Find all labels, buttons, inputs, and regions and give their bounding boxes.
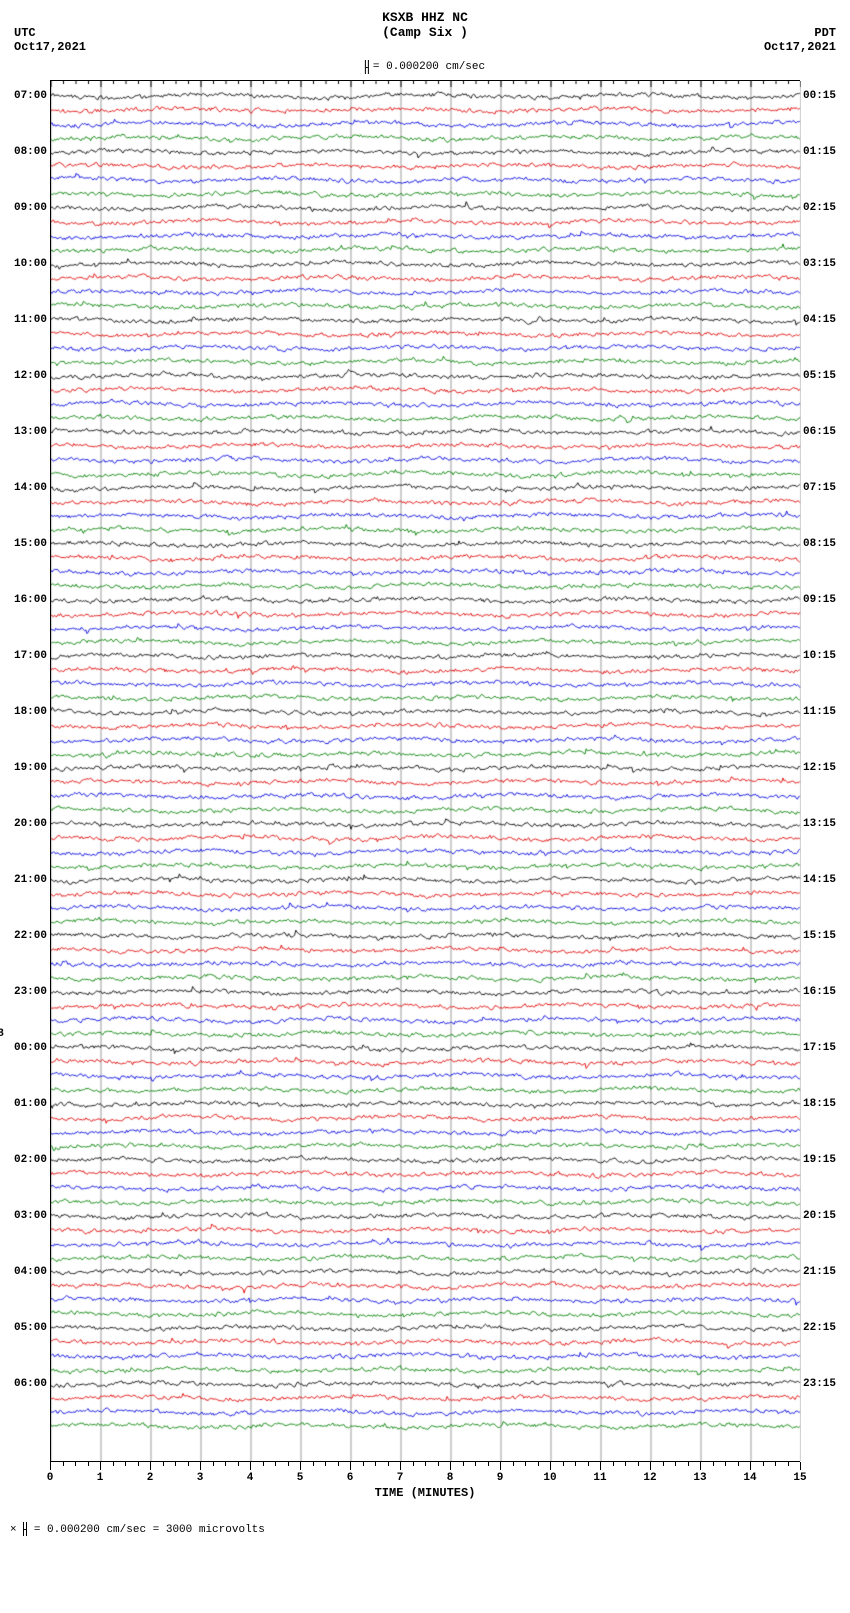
utc-hour-label: 12:00 [11,370,47,382]
pdt-hour-label: 17:15 [803,1042,839,1054]
pdt-hour-label: 08:15 [803,538,839,550]
x-axis-title: TIME (MINUTES) [375,1486,476,1500]
pdt-hour-label: 12:15 [803,762,839,774]
utc-hour-label: 18:00 [11,706,47,718]
utc-hour-label: 21:00 [11,874,47,886]
right-date: Oct17,2021 [764,40,836,54]
x-tick-label: 5 [297,1472,304,1484]
utc-hour-label: 08:00 [11,146,47,158]
pdt-hour-label: 16:15 [803,986,839,998]
utc-hour-label: 20:00 [11,818,47,830]
utc-hour-label: 14:00 [11,482,47,494]
x-tick-label: 1 [97,1472,104,1484]
footer-prefix: × [10,1524,17,1536]
pdt-hour-label: 10:15 [803,650,839,662]
scale-bar: = 0.000200 cm/sec [365,60,485,74]
x-tick-label: 6 [347,1472,354,1484]
utc-hour-label: 22:00 [11,930,47,942]
location-title: (Camp Six ) [382,25,468,40]
pdt-hour-label: 04:15 [803,314,839,326]
right-tz: PDT [764,26,836,40]
pdt-hour-label: 21:15 [803,1266,839,1278]
x-tick-label: 11 [593,1472,606,1484]
utc-hour-label: 02:00 [11,1154,47,1166]
x-tick-label: 14 [743,1472,756,1484]
pdt-hour-label: 18:15 [803,1098,839,1110]
pdt-hour-label: 19:15 [803,1154,839,1166]
x-tick-label: 7 [397,1472,404,1484]
scale-text: = 0.000200 cm/sec [373,61,485,73]
pdt-hour-label: 13:15 [803,818,839,830]
x-tick-label: 8 [447,1472,454,1484]
station-title: KSXB HHZ NC [382,10,468,25]
utc-hour-label: 09:00 [11,202,47,214]
pdt-hour-label: 20:15 [803,1210,839,1222]
pdt-hour-label: 02:15 [803,202,839,214]
x-tick-label: 3 [197,1472,204,1484]
utc-hour-label: 11:00 [11,314,47,326]
left-tz: UTC [14,26,86,40]
pdt-hour-label: 06:15 [803,426,839,438]
utc-hour-label: 00:00 [11,1042,47,1054]
pdt-hour-label: 07:15 [803,482,839,494]
utc-date-change: Oct18 [0,1028,21,1040]
pdt-hour-label: 22:15 [803,1322,839,1334]
pdt-hour-label: 11:15 [803,706,839,718]
utc-hour-label: 04:00 [11,1266,47,1278]
utc-hour-label: 03:00 [11,1210,47,1222]
x-tick-label: 13 [693,1472,706,1484]
x-tick-label: 15 [793,1472,806,1484]
utc-hour-label: 23:00 [11,986,47,998]
x-tick-label: 10 [543,1472,556,1484]
x-axis: 0123456789101112131415 TIME (MINUTES) [50,1462,800,1502]
pdt-hour-label: 03:15 [803,258,839,270]
left-date: Oct17,2021 [14,40,86,54]
pdt-hour-label: 05:15 [803,370,839,382]
x-tick-label: 4 [247,1472,254,1484]
pdt-hour-label: 00:15 [803,90,839,102]
pdt-hour-label: 09:15 [803,594,839,606]
pdt-hour-label: 01:15 [803,146,839,158]
utc-hour-label: 10:00 [11,258,47,270]
utc-hour-label: 05:00 [11,1322,47,1334]
utc-hour-label: 13:00 [11,426,47,438]
pdt-hour-label: 15:15 [803,930,839,942]
utc-hour-label: 07:00 [11,90,47,102]
x-tick-label: 9 [497,1472,504,1484]
x-tick-label: 12 [643,1472,656,1484]
utc-hour-label: 15:00 [11,538,47,550]
x-tick-label: 0 [47,1472,54,1484]
pdt-hour-label: 23:15 [803,1378,839,1390]
footer-text: = 0.000200 cm/sec = 3000 microvolts [34,1524,265,1536]
pdt-hour-label: 14:15 [803,874,839,886]
helicorder-plot: 07:0008:0009:0010:0011:0012:0013:0014:00… [50,80,800,1462]
waveform-canvas [51,81,801,1461]
utc-hour-label: 01:00 [11,1098,47,1110]
utc-hour-label: 16:00 [11,594,47,606]
utc-hour-label: 19:00 [11,762,47,774]
utc-hour-label: 06:00 [11,1378,47,1390]
utc-hour-label: 17:00 [11,650,47,662]
x-tick-label: 2 [147,1472,154,1484]
footer-scale: × = 0.000200 cm/sec = 3000 microvolts [10,1522,840,1536]
